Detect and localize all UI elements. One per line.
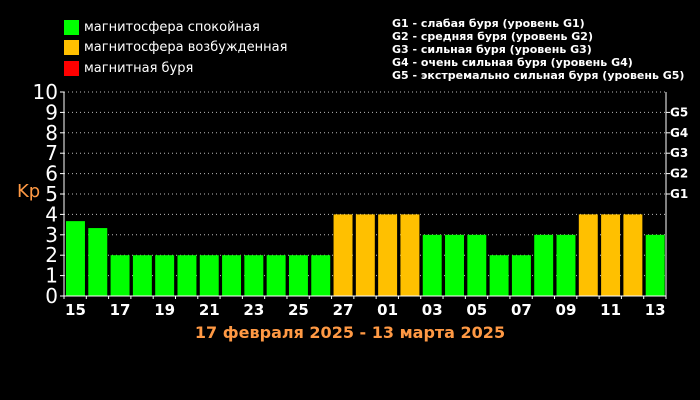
- bar: [645, 234, 665, 296]
- legend-label-storm: магнитная буря: [84, 60, 194, 76]
- y-tick-label: 3: [45, 223, 58, 247]
- y-tick-label: 10: [33, 80, 58, 104]
- x-tick-label: 19: [154, 301, 175, 319]
- right-tick-label: G5: [670, 105, 688, 119]
- bar: [534, 234, 554, 296]
- y-axis-label: Kp: [17, 181, 41, 202]
- x-tick-label: 03: [422, 301, 443, 319]
- right-tick-label: G2: [670, 167, 688, 181]
- right-tick-label: G3: [670, 146, 688, 160]
- storm-level-g4: G4 - очень сильная буря (уровень G4): [392, 56, 633, 69]
- storm-level-g5: G5 - экстремально сильная буря (уровень …: [392, 69, 685, 82]
- x-tick-label: 15: [65, 301, 86, 319]
- storm-level-g2: G2 - средняя буря (уровень G2): [392, 30, 593, 43]
- x-tick-label: 01: [377, 301, 398, 319]
- bar: [623, 214, 643, 296]
- legend-item-quiet: магнитосфера спокойная: [64, 17, 287, 38]
- y-tick-label: 1: [45, 264, 58, 288]
- bar: [333, 214, 353, 296]
- right-tick-label: G4: [670, 126, 688, 140]
- bar: [578, 214, 598, 296]
- x-tick-label: 07: [511, 301, 532, 319]
- bar: [266, 255, 286, 296]
- bar: [288, 255, 308, 296]
- right-tick-label: G1: [670, 187, 688, 201]
- y-tick-label: 8: [45, 121, 58, 145]
- x-tick-label: 05: [466, 301, 487, 319]
- bar: [422, 234, 442, 296]
- y-tick-label: 9: [45, 100, 58, 124]
- bar: [177, 255, 197, 296]
- bar: [400, 214, 420, 296]
- legend-swatch-quiet: [64, 19, 79, 35]
- bar: [355, 214, 375, 296]
- legend-swatch-storm: [64, 60, 79, 76]
- bar: [445, 234, 464, 296]
- bar: [311, 255, 331, 296]
- bar: [601, 214, 621, 296]
- legend-item-storm: магнитная буря: [64, 58, 287, 79]
- bar: [467, 234, 487, 296]
- x-tick-label: 27: [333, 301, 354, 319]
- bar: [132, 255, 152, 296]
- storm-level-g3: G3 - сильная буря (уровень G3): [392, 43, 592, 56]
- activity-legend: магнитосфера спокойная магнитосфера возб…: [64, 17, 287, 79]
- y-tick-label: 6: [45, 162, 58, 186]
- storm-level-legend: G1 - слабая буря (уровень G1) G2 - средн…: [392, 17, 684, 82]
- y-tick-label: 7: [45, 141, 58, 165]
- y-tick-label: 4: [45, 202, 58, 226]
- bar: [222, 255, 242, 296]
- bar: [88, 228, 108, 296]
- x-tick-label: 21: [199, 301, 220, 319]
- y-tick-label: 2: [45, 243, 58, 267]
- x-tick-label: 09: [556, 301, 577, 319]
- x-tick-label: 23: [243, 301, 264, 319]
- x-tick-label: 17: [110, 301, 131, 319]
- y-tick-label: 0: [45, 284, 58, 308]
- x-tick-label: 13: [645, 301, 666, 319]
- bar: [489, 255, 509, 296]
- bar: [511, 255, 531, 296]
- legend-label-active: магнитосфера возбужденная: [84, 40, 288, 56]
- x-tick-label: 11: [600, 301, 621, 319]
- bar: [155, 255, 175, 296]
- legend-swatch-active: [64, 40, 79, 56]
- bar: [244, 255, 264, 296]
- bar: [556, 234, 576, 296]
- legend-item-active: магнитосфера возбужденная: [64, 38, 287, 59]
- bar: [110, 255, 130, 296]
- bar: [66, 221, 85, 296]
- chart-title: 17 февраля 2025 - 13 марта 2025: [194, 323, 506, 342]
- storm-level-g1: G1 - слабая буря (уровень G1): [392, 17, 585, 30]
- legend-label-quiet: магнитосфера спокойная: [84, 19, 260, 35]
- bar: [378, 214, 398, 296]
- bar: [199, 255, 219, 296]
- y-tick-label: 5: [45, 182, 58, 206]
- x-tick-label: 25: [288, 301, 309, 319]
